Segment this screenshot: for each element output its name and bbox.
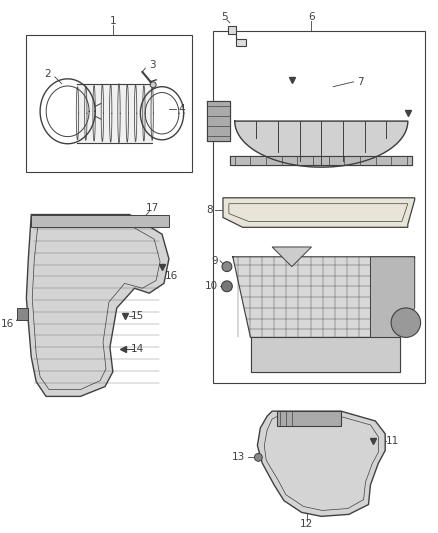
Text: 3: 3 [149,60,155,70]
Polygon shape [235,121,408,167]
Text: 6: 6 [308,12,315,22]
Polygon shape [371,257,415,337]
Bar [17,308,28,320]
Ellipse shape [254,454,262,461]
Text: 12: 12 [300,519,313,529]
Ellipse shape [222,262,232,271]
Polygon shape [26,214,169,397]
Polygon shape [230,156,412,165]
Bar [26,35,191,172]
Text: 5: 5 [222,12,228,22]
Text: 14: 14 [131,344,144,354]
Text: 2: 2 [45,69,51,79]
Text: 4: 4 [178,104,185,114]
Text: 15: 15 [131,311,144,321]
Polygon shape [31,214,169,227]
Text: 16: 16 [165,271,178,281]
Text: 11: 11 [385,435,399,446]
Polygon shape [272,247,311,266]
Bar [213,31,424,383]
Text: 8: 8 [207,205,213,215]
Polygon shape [233,257,415,337]
Ellipse shape [391,308,420,337]
Polygon shape [277,411,341,426]
Text: 10: 10 [205,281,218,292]
Polygon shape [223,198,415,227]
Ellipse shape [222,281,232,292]
Ellipse shape [150,82,156,88]
Polygon shape [258,411,385,516]
Text: 16: 16 [1,319,14,329]
Text: 7: 7 [357,77,364,87]
Polygon shape [251,337,400,372]
Polygon shape [228,26,246,46]
Text: 9: 9 [212,256,218,266]
Text: 17: 17 [145,203,159,213]
Polygon shape [207,101,230,141]
Text: 13: 13 [231,453,244,462]
Text: 1: 1 [110,16,116,26]
